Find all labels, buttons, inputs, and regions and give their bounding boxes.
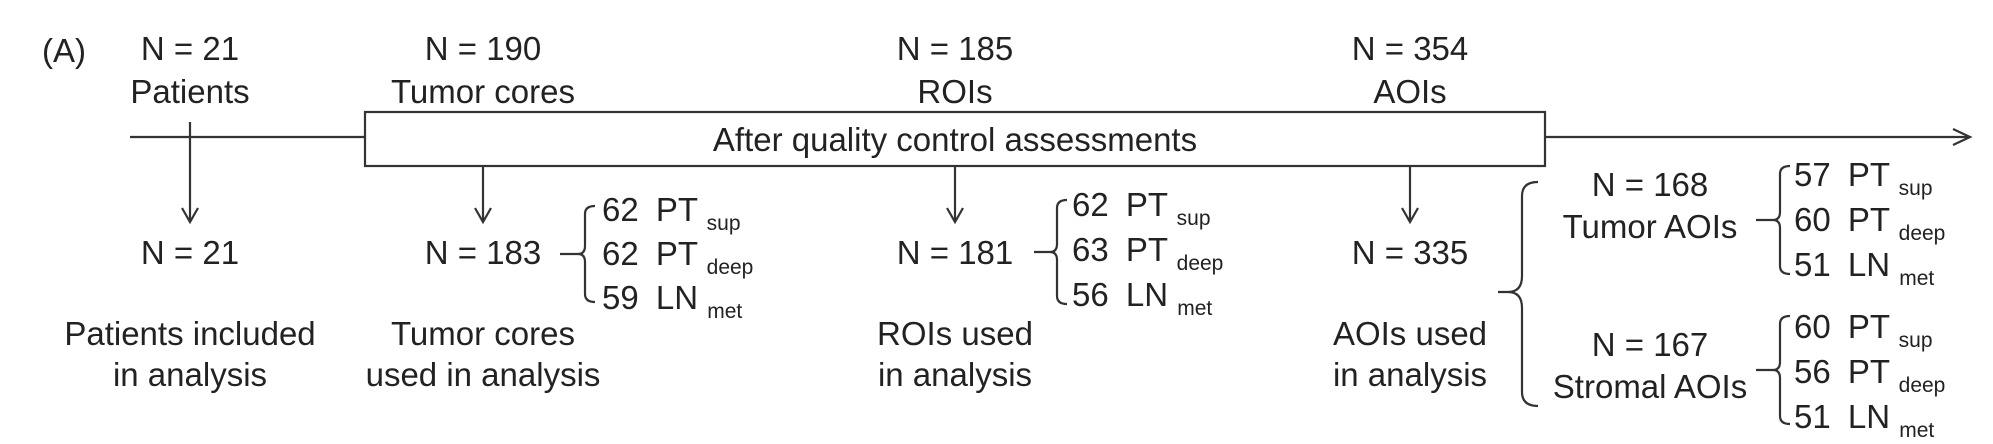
breakdown-sub: sup bbox=[1899, 329, 1933, 352]
aoi-group-label: Stromal AOIs bbox=[1553, 368, 1747, 405]
breakdown-sub: met bbox=[707, 300, 742, 323]
stage-n-bottom: N = 183 bbox=[425, 234, 542, 271]
breakdown-count: 51 bbox=[1794, 246, 1831, 283]
stage-patients: N = 21 Patients N = 21 Patients included… bbox=[64, 30, 315, 393]
breakdown-sub: sup bbox=[1899, 177, 1933, 200]
breakdown-row: 51 LN met bbox=[1794, 398, 1934, 442]
breakdown-row: 57 PT sup bbox=[1794, 156, 1933, 200]
breakdown-row: 62 PT sup bbox=[1072, 186, 1211, 230]
breakdown-row: 62 PT deep bbox=[602, 235, 753, 279]
stage-caption-line2: in analysis bbox=[878, 356, 1032, 393]
breakdown-base: PT bbox=[1126, 186, 1168, 223]
breakdown-brace bbox=[1756, 314, 1791, 426]
breakdown-row: 59 LN met bbox=[602, 279, 742, 323]
breakdown-sub: deep bbox=[1177, 252, 1224, 275]
down-arrowhead bbox=[181, 207, 199, 225]
breakdown-row: 62 PT sup bbox=[602, 191, 741, 235]
aoi-group-tumor: N = 168 Tumor AOIs 57 PT sup 60 PT deep … bbox=[1563, 156, 1946, 290]
stage-caption-line2: in analysis bbox=[113, 356, 267, 393]
stage-n-bottom: N = 181 bbox=[897, 234, 1014, 271]
breakdown-count: 63 bbox=[1072, 231, 1109, 268]
breakdown-count: 57 bbox=[1794, 156, 1831, 193]
breakdown-row: 56 PT deep bbox=[1794, 353, 1945, 397]
breakdown-sub: deep bbox=[1899, 222, 1946, 245]
breakdown-count: 62 bbox=[602, 191, 639, 228]
breakdown-sub: met bbox=[1899, 419, 1934, 442]
breakdown-brace bbox=[1034, 198, 1068, 306]
breakdown-base: LN bbox=[1848, 246, 1890, 283]
breakdown-count: 62 bbox=[1072, 186, 1109, 223]
panel-label: (A) bbox=[42, 32, 86, 69]
breakdown-sub: sup bbox=[1177, 207, 1211, 230]
breakdown-base: PT bbox=[1848, 201, 1890, 238]
aoi-group-label: Tumor AOIs bbox=[1563, 208, 1738, 245]
breakdown-sub: deep bbox=[1899, 374, 1946, 397]
breakdown-row: 60 PT sup bbox=[1794, 308, 1933, 352]
stage-rois: N = 185 ROIs N = 181 62 PT sup 63 PT dee… bbox=[877, 30, 1223, 393]
stage-n-bottom: N = 21 bbox=[141, 234, 239, 271]
breakdown-count: 51 bbox=[1794, 398, 1831, 435]
down-arrowhead bbox=[1401, 207, 1419, 225]
stage-caption-line1: Patients included bbox=[64, 315, 315, 352]
aoi-group-n: N = 167 bbox=[1592, 326, 1709, 363]
breakdown-count: 60 bbox=[1794, 201, 1831, 238]
breakdown-base: PT bbox=[1848, 156, 1890, 193]
breakdown-count: 62 bbox=[602, 235, 639, 272]
stage-caption-line2: used in analysis bbox=[366, 356, 601, 393]
breakdown-count: 56 bbox=[1072, 276, 1109, 313]
breakdown-base: LN bbox=[1126, 276, 1168, 313]
breakdown-row: 60 PT deep bbox=[1794, 201, 1945, 245]
stage-n-top: N = 185 bbox=[897, 30, 1014, 67]
breakdown-sub: met bbox=[1899, 267, 1934, 290]
down-arrowhead bbox=[946, 207, 964, 225]
breakdown-sub: met bbox=[1177, 297, 1212, 320]
stage-n-bottom: N = 335 bbox=[1352, 234, 1469, 271]
aoi-group-n: N = 168 bbox=[1592, 166, 1709, 203]
breakdown-brace bbox=[560, 204, 596, 304]
stage-aois: N = 354 AOIs N = 335 AOIs used in analys… bbox=[1333, 30, 1539, 408]
stage-label-top: ROIs bbox=[917, 73, 992, 110]
stage-n-top: N = 354 bbox=[1352, 30, 1469, 67]
stage-caption-line1: Tumor cores bbox=[391, 315, 575, 352]
stage-caption-line1: ROIs used bbox=[877, 315, 1033, 352]
stage-n-top: N = 21 bbox=[141, 30, 239, 67]
stage-caption-line1: AOIs used bbox=[1333, 315, 1487, 352]
breakdown-sub: sup bbox=[707, 212, 741, 235]
breakdown-row: 51 LN met bbox=[1794, 246, 1934, 290]
breakdown-sub: deep bbox=[707, 256, 754, 279]
breakdown-count: 56 bbox=[1794, 353, 1831, 390]
aoi-group-stromal: N = 167 Stromal AOIs 60 PT sup 56 PT dee… bbox=[1553, 308, 1946, 442]
stage-label-top: Tumor cores bbox=[391, 73, 575, 110]
stage-label-top: AOIs bbox=[1373, 73, 1446, 110]
breakdown-base: LN bbox=[656, 279, 698, 316]
breakdown-base: PT bbox=[1126, 231, 1168, 268]
down-arrowhead bbox=[474, 207, 492, 225]
breakdown-brace bbox=[1756, 164, 1791, 276]
breakdown-base: PT bbox=[1848, 308, 1890, 345]
breakdown-row: 63 PT deep bbox=[1072, 231, 1223, 275]
timeline-arrowhead bbox=[1952, 128, 1973, 146]
breakdown-base: PT bbox=[656, 191, 698, 228]
breakdown-base: PT bbox=[656, 235, 698, 272]
qc-label: After quality control assessments bbox=[713, 121, 1197, 158]
stage-label-top: Patients bbox=[130, 73, 249, 110]
breakdown-base: LN bbox=[1848, 398, 1890, 435]
breakdown-base: PT bbox=[1848, 353, 1890, 390]
stage-n-top: N = 190 bbox=[425, 30, 542, 67]
breakdown-count: 60 bbox=[1794, 308, 1831, 345]
stage-tumor-cores: N = 190 Tumor cores N = 183 62 PT sup 62… bbox=[366, 30, 754, 393]
breakdown-count: 59 bbox=[602, 279, 639, 316]
aoi-split-brace bbox=[1498, 180, 1539, 408]
qc-box bbox=[363, 110, 1547, 168]
stage-caption-line2: in analysis bbox=[1333, 356, 1487, 393]
breakdown-row: 56 LN met bbox=[1072, 276, 1212, 320]
